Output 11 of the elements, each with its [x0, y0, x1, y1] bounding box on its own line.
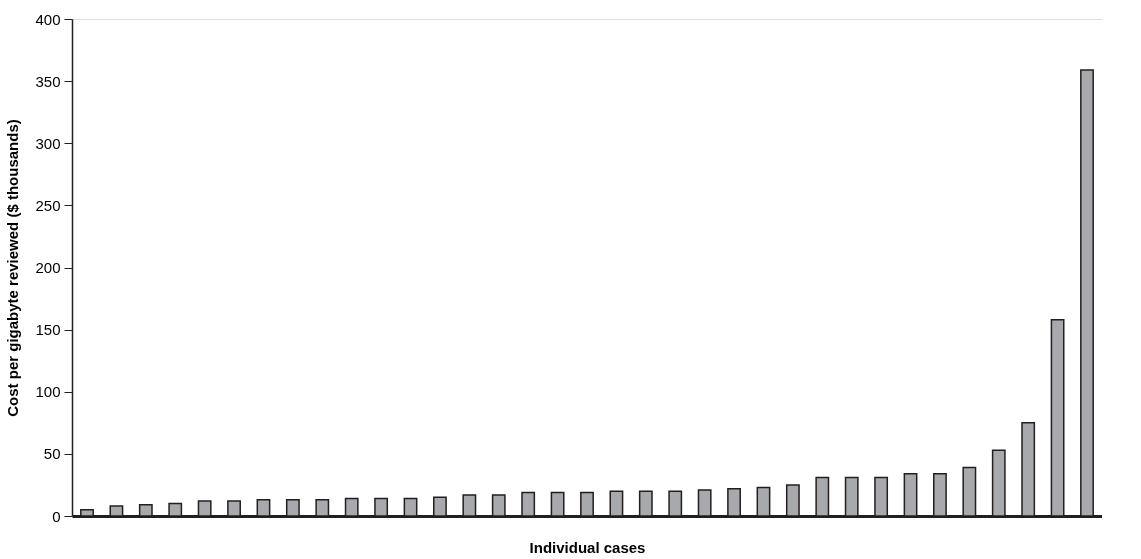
y-tick-label: 200	[35, 259, 61, 276]
y-tick-label: 300	[35, 134, 61, 152]
y-tick-label: 0	[52, 507, 61, 525]
y-tick-label: 150	[35, 321, 61, 339]
x-axis-title: Individual cases	[529, 538, 646, 556]
y-tick-label: 400	[35, 10, 61, 28]
y-axis-title: Cost per gigabyte reviewed ($ thousands)	[4, 119, 22, 417]
y-tick-label: 50	[43, 445, 61, 463]
y-tick-label: 100	[35, 383, 61, 401]
y-tick-label: 250	[35, 196, 61, 214]
y-tick-label: 350	[35, 72, 61, 90]
